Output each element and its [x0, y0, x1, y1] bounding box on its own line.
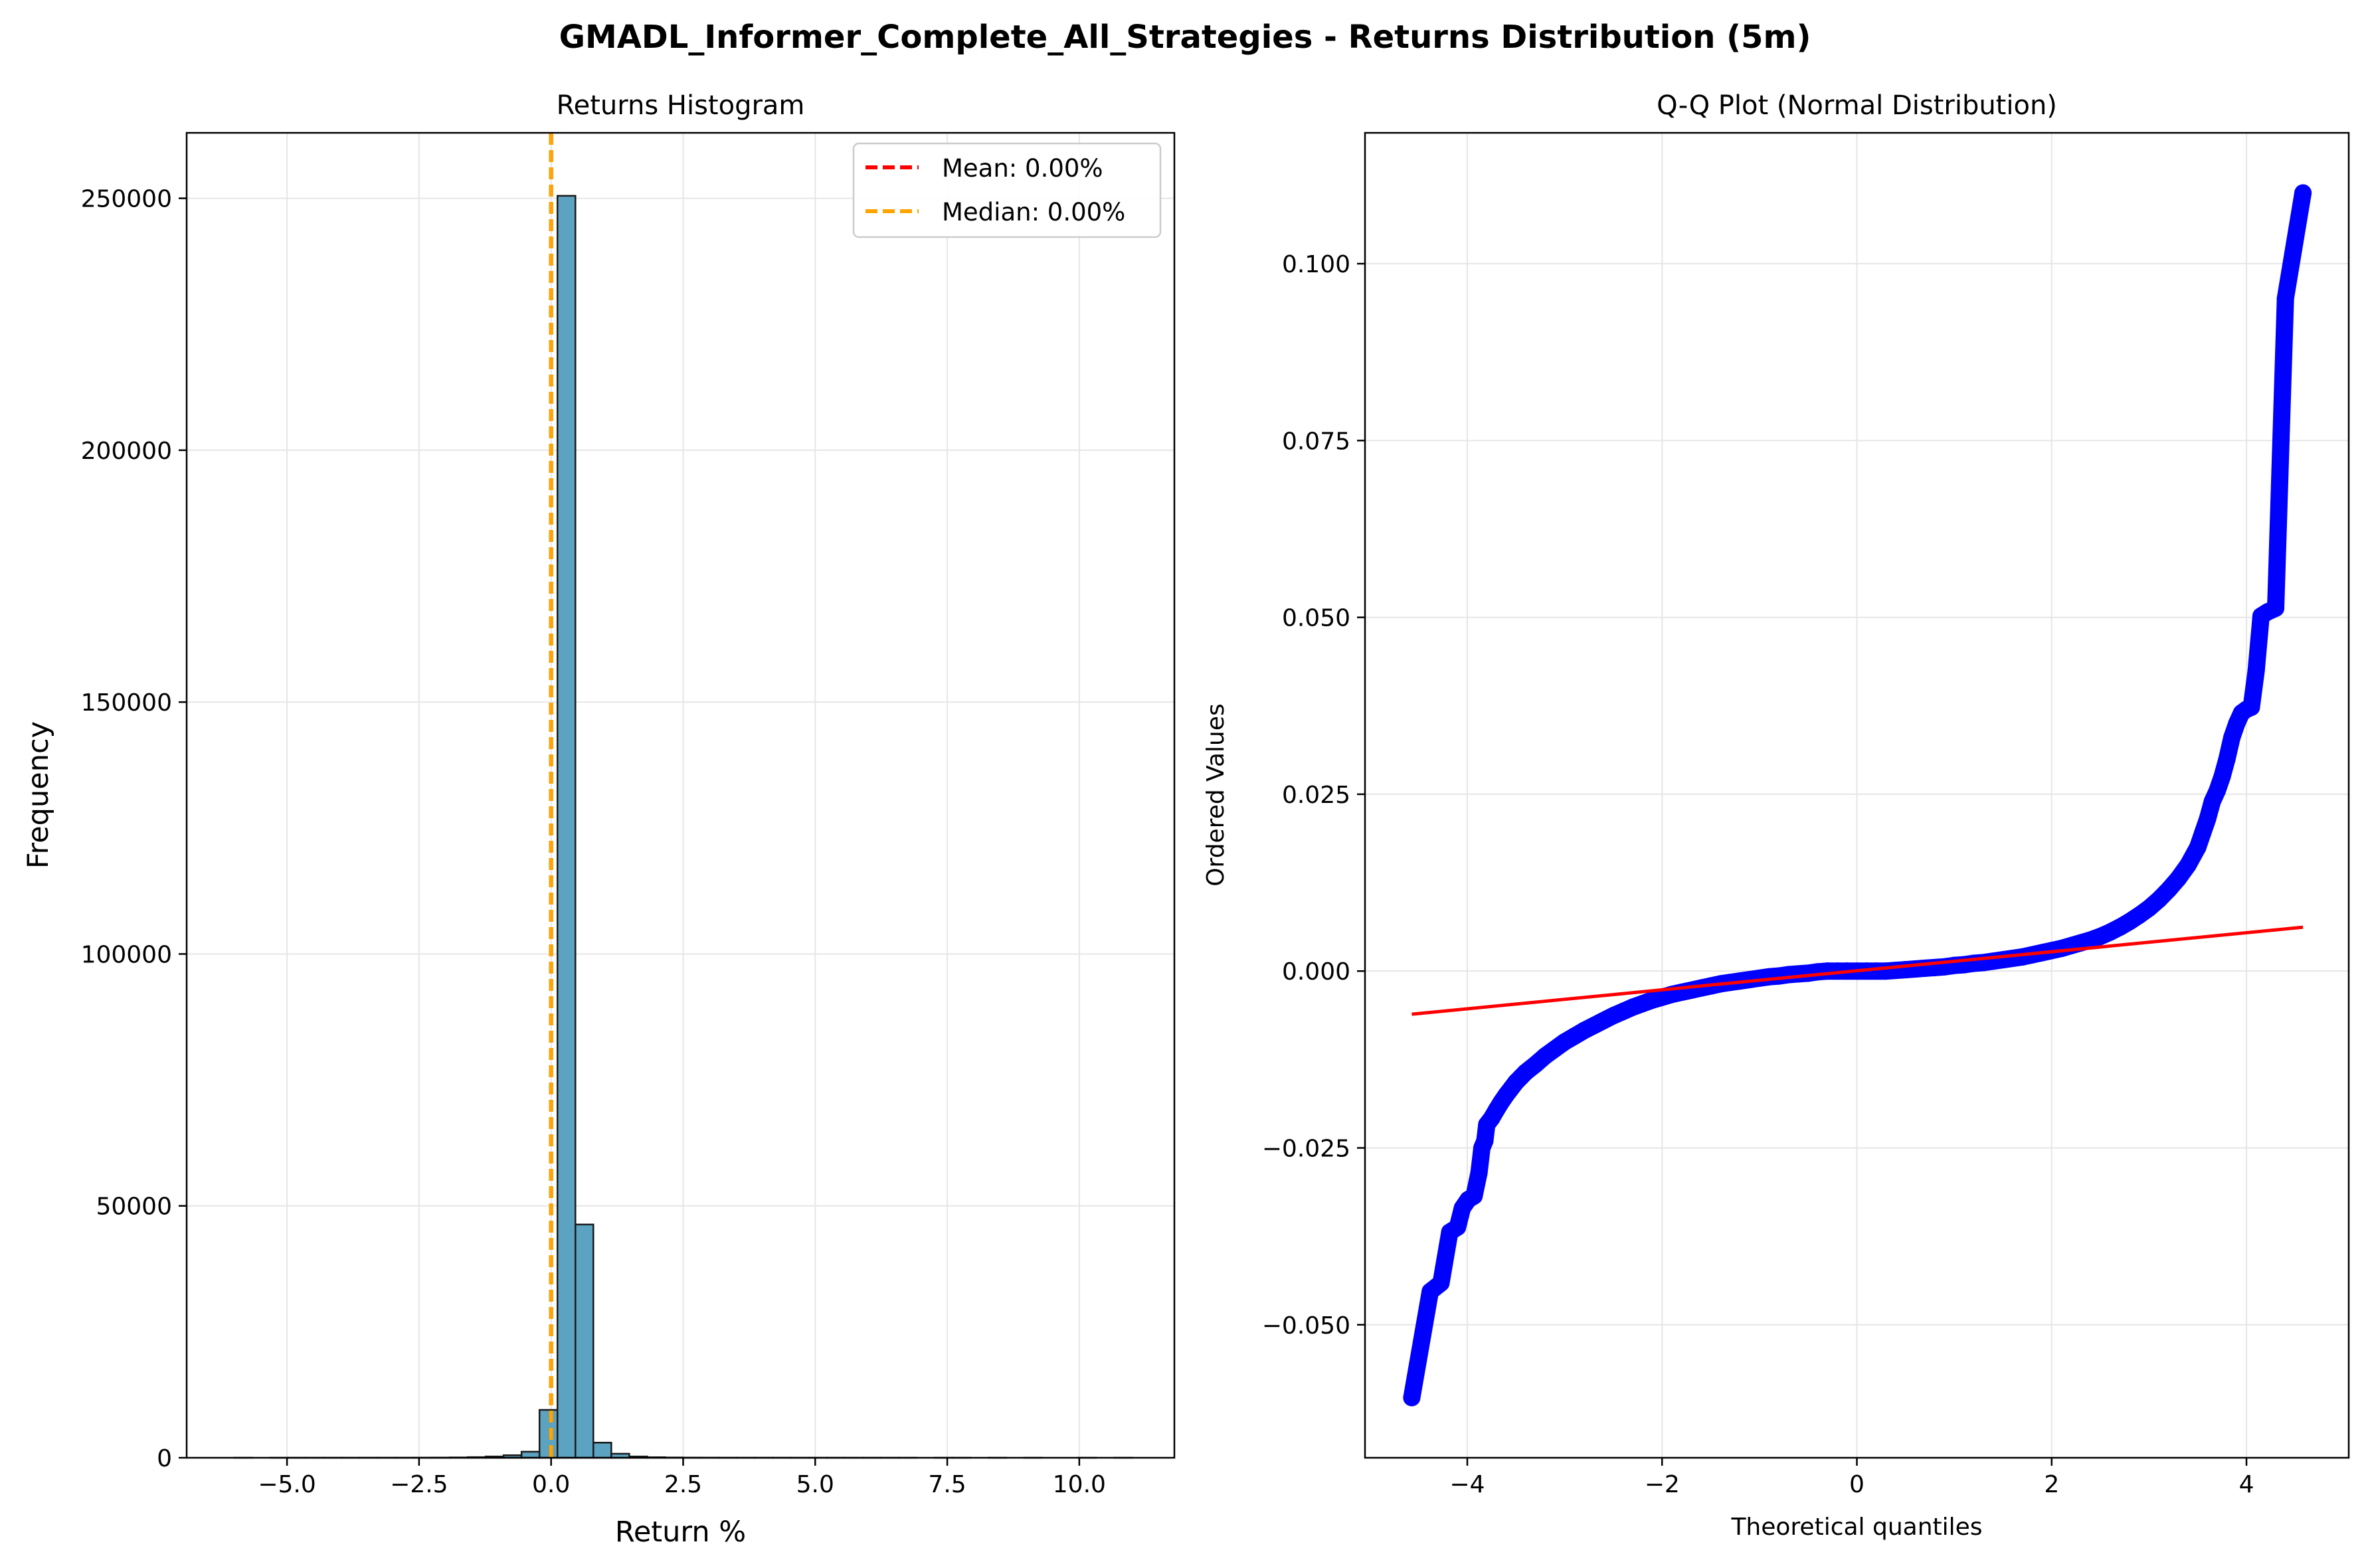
qq-y-label: Ordered Values: [1202, 703, 1230, 887]
qq-x-tick-label: 0: [1849, 1471, 1865, 1498]
histogram-bar: [556, 195, 577, 1459]
qq-y-ticks: −0.050 −0.025 0.000 0.025 0.050 0.075 0.100: [1262, 251, 1365, 1340]
qq-point: [1403, 1389, 1421, 1407]
histogram-y-label: Frequency: [22, 721, 55, 869]
qq-y-tick-label: 0.075: [1282, 428, 1350, 455]
legend-median-label: Median: 0.00%: [942, 198, 1125, 226]
histogram-y-tick-label: 150000: [81, 689, 172, 717]
qq-point: [1476, 1132, 1494, 1150]
histogram-x-tick-label: 7.5: [928, 1471, 966, 1498]
qq-y-tick-label: 0.000: [1282, 958, 1350, 986]
histogram-axes-frame: [185, 131, 1176, 1459]
qq-y-tick-label: −0.025: [1262, 1135, 1350, 1162]
qq-point: [2189, 838, 2207, 856]
qq-point: [2267, 599, 2285, 617]
qq-point: [2159, 881, 2177, 899]
qq-point: [2169, 869, 2187, 887]
qq-point: [2209, 782, 2227, 800]
qq-point: [2242, 698, 2260, 716]
qq-point: [2294, 184, 2312, 202]
histogram-legend: Mean: 0.00% Median: 0.00%: [852, 142, 1162, 238]
qq-x-tick-label: 2: [2044, 1471, 2059, 1498]
histogram-x-tick-label: 10.0: [1053, 1471, 1106, 1498]
histogram-x-ticks: −5.0 −2.5 0.0 2.5 5.0 7.5 10.0: [258, 1458, 1106, 1498]
qq-point: [2218, 750, 2236, 768]
histogram-y-tick-label: 200000: [81, 438, 172, 465]
qq-point: [2199, 810, 2217, 828]
legend-frame: [852, 142, 1162, 238]
histogram-bar: [592, 1441, 612, 1459]
histogram-x-tick-label: 5.0: [796, 1471, 834, 1498]
histogram-x-tick-label: 2.5: [664, 1471, 702, 1498]
qq-grid: [1365, 133, 2349, 1458]
qq-x-tick-label: −4: [1449, 1471, 1485, 1498]
qq-point: [1470, 1164, 1488, 1181]
histogram-y-tick-label: 0: [157, 1445, 172, 1472]
qq-x-ticks: −4 −2 0 2 4: [1449, 1458, 2254, 1498]
qq-fit-line-group: [1412, 925, 2304, 1016]
qq-y-tick-label: 0.100: [1282, 251, 1350, 278]
figure-title: GMADL_Informer_Complete_All_Strategies -…: [559, 19, 1811, 56]
qq-point: [2179, 856, 2197, 874]
qq-point: [2247, 661, 2265, 679]
legend-mean-label: Mean: 0.00%: [942, 154, 1103, 183]
histogram-y-tick-label: 100000: [81, 941, 172, 968]
qq-point: [1465, 1187, 1483, 1205]
qq-x-label: Theoretical quantiles: [1730, 1514, 1982, 1541]
qq-point: [1432, 1274, 1450, 1292]
qq-point: [2213, 768, 2231, 786]
histogram-y-ticks: 0 50000 100000 150000 200000 250000: [81, 186, 187, 1472]
histogram-x-label: Return %: [615, 1516, 746, 1549]
histogram-bar: [538, 1409, 559, 1459]
histogram-x-tick-label: −2.5: [390, 1471, 448, 1498]
histogram-y-tick-label: 250000: [81, 186, 172, 213]
histogram-y-tick-label: 50000: [96, 1193, 172, 1221]
histogram-bar: [520, 1450, 541, 1459]
histogram-x-tick-label: 0.0: [532, 1471, 570, 1498]
qq-plot-title: Q-Q Plot (Normal Distribution): [1657, 90, 2057, 121]
qq-x-tick-label: −2: [1645, 1471, 1680, 1498]
qq-y-tick-label: 0.025: [1282, 782, 1350, 809]
qq-x-tick-label: 4: [2239, 1471, 2254, 1498]
histogram-title: Returns Histogram: [557, 90, 805, 121]
qq-point: [1449, 1218, 1467, 1236]
qq-point: [2223, 729, 2241, 746]
histogram-bar: [575, 1223, 594, 1459]
qq-point: [2276, 290, 2294, 307]
qq-y-tick-label: 0.050: [1282, 605, 1350, 632]
histogram-x-tick-label: −5.0: [258, 1471, 316, 1498]
qq-y-tick-label: −0.050: [1262, 1312, 1350, 1340]
qq-point: [2194, 824, 2212, 842]
qq-fit-line: [1412, 925, 2304, 1016]
